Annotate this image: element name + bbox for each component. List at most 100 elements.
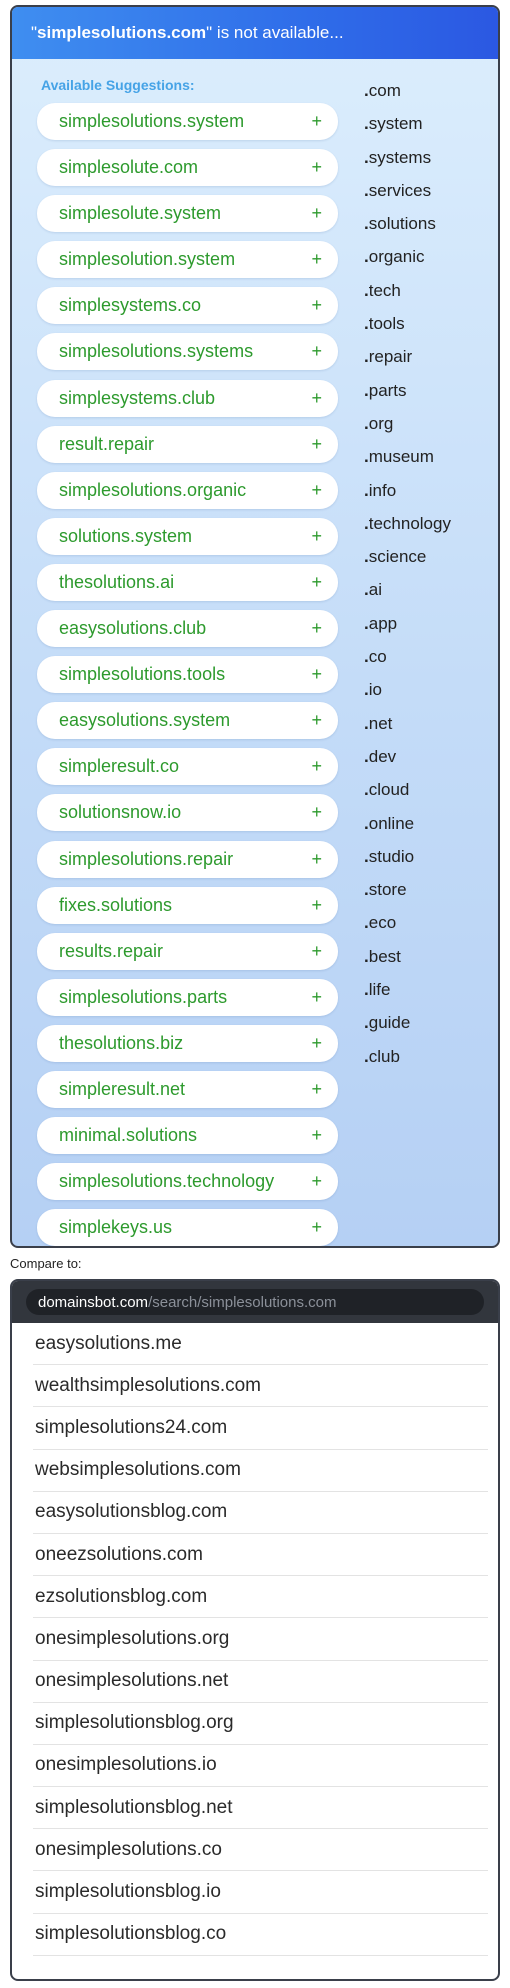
- add-plus-icon[interactable]: +: [311, 664, 322, 685]
- suggestion-item[interactable]: simplesolutions.tools +: [37, 656, 338, 694]
- add-plus-icon[interactable]: +: [311, 1125, 322, 1146]
- tld-item[interactable]: .solutions: [364, 212, 494, 245]
- tld-item[interactable]: .organic: [364, 245, 494, 278]
- add-plus-icon[interactable]: +: [311, 1171, 322, 1192]
- suggestion-item[interactable]: simplesolute.com +: [37, 149, 338, 187]
- add-plus-icon[interactable]: +: [311, 848, 322, 869]
- tld-item[interactable]: .technology: [364, 512, 494, 545]
- tld-item[interactable]: .eco: [364, 911, 494, 944]
- add-plus-icon[interactable]: +: [311, 157, 322, 178]
- suggestion-item[interactable]: simplesolutions.repair +: [37, 840, 338, 878]
- suggestion-item[interactable]: results.repair +: [37, 932, 338, 970]
- add-plus-icon[interactable]: +: [311, 249, 322, 270]
- suggestion-item[interactable]: simpleresult.co +: [37, 748, 338, 786]
- tld-item[interactable]: .app: [364, 612, 494, 645]
- add-plus-icon[interactable]: +: [311, 894, 322, 915]
- add-plus-icon[interactable]: +: [311, 802, 322, 823]
- suggestion-item[interactable]: simplesolutions.organic +: [37, 471, 338, 509]
- suggestion-item[interactable]: simpleresult.net +: [37, 1070, 338, 1108]
- compare-result-item[interactable]: simplesolutionsblog.org: [33, 1703, 488, 1745]
- compare-result-item[interactable]: simplesolutionsblog.net: [33, 1787, 488, 1830]
- tld-item[interactable]: .museum: [364, 445, 494, 478]
- compare-result-item[interactable]: wealthsimplesolutions.com: [33, 1365, 488, 1408]
- suggestion-item[interactable]: easysolutions.system +: [37, 702, 338, 740]
- compare-result-item[interactable]: websimplesolutions.com: [33, 1450, 488, 1492]
- tld-item[interactable]: .online: [364, 812, 494, 845]
- suggestion-item[interactable]: simplesolutions.system +: [37, 103, 338, 140]
- suggestion-item[interactable]: simplesystems.club +: [37, 379, 338, 417]
- compare-result-item[interactable]: oneezsolutions.com: [33, 1534, 488, 1577]
- compare-result-item[interactable]: onesimplesolutions.net: [33, 1661, 488, 1703]
- add-plus-icon[interactable]: +: [311, 387, 322, 408]
- compare-result-item[interactable]: simplesolutions24.com: [33, 1407, 488, 1450]
- suggestion-item[interactable]: result.repair +: [37, 425, 338, 463]
- tld-item[interactable]: .best: [364, 945, 494, 978]
- compare-result-item[interactable]: onesimplesolutions.io: [33, 1745, 488, 1788]
- tld-item[interactable]: .studio: [364, 845, 494, 878]
- add-plus-icon[interactable]: +: [311, 1217, 322, 1238]
- suggestion-item[interactable]: simplesolutions.systems +: [37, 333, 338, 371]
- add-plus-icon[interactable]: +: [311, 295, 322, 316]
- tld-item[interactable]: .guide: [364, 1011, 494, 1044]
- tld-item[interactable]: .info: [364, 479, 494, 512]
- tld-item[interactable]: .ai: [364, 578, 494, 611]
- tld-item[interactable]: .store: [364, 878, 494, 911]
- add-plus-icon[interactable]: +: [311, 618, 322, 639]
- suggestion-item[interactable]: easysolutions.club +: [37, 610, 338, 648]
- tld-label: parts: [368, 380, 407, 400]
- add-plus-icon[interactable]: +: [311, 986, 322, 1007]
- suggestion-item[interactable]: simplesolute.system +: [37, 195, 338, 233]
- suggestion-item[interactable]: simplekeys.us +: [37, 1209, 338, 1246]
- suggestion-domain: thesolutions.biz: [59, 1032, 184, 1053]
- add-plus-icon[interactable]: +: [311, 525, 322, 546]
- tld-item[interactable]: .tools: [364, 312, 494, 345]
- tld-item[interactable]: .org: [364, 412, 494, 445]
- tld-item[interactable]: .net: [364, 712, 494, 745]
- compare-result-item[interactable]: easysolutions.me: [33, 1323, 488, 1366]
- tld-item[interactable]: .com: [364, 79, 494, 112]
- add-plus-icon[interactable]: +: [311, 1078, 322, 1099]
- tld-item[interactable]: .cloud: [364, 778, 494, 811]
- add-plus-icon[interactable]: +: [311, 111, 322, 131]
- compare-result-item[interactable]: onesimplesolutions.org: [33, 1618, 488, 1661]
- add-plus-icon[interactable]: +: [311, 341, 322, 362]
- add-plus-icon[interactable]: +: [311, 571, 322, 592]
- add-plus-icon[interactable]: +: [311, 940, 322, 961]
- suggestion-item[interactable]: simplesolution.system +: [37, 241, 338, 279]
- add-plus-icon[interactable]: +: [311, 1032, 322, 1053]
- url-bar[interactable]: domainsbot.com/search/simplesolutions.co…: [26, 1289, 484, 1315]
- tld-item[interactable]: .io: [364, 678, 494, 711]
- suggestion-domain: simplesystems.club: [59, 387, 216, 408]
- tld-item[interactable]: .co: [364, 645, 494, 678]
- tld-dot: .: [364, 647, 369, 667]
- suggestion-item[interactable]: solutionsnow.io +: [37, 794, 338, 832]
- tld-item[interactable]: .systems: [364, 146, 494, 179]
- suggestion-item[interactable]: simplesolutions.technology +: [37, 1163, 338, 1201]
- add-plus-icon[interactable]: +: [311, 479, 322, 500]
- compare-result-item[interactable]: onesimplesolutions.co: [33, 1829, 488, 1872]
- add-plus-icon[interactable]: +: [311, 203, 322, 224]
- add-plus-icon[interactable]: +: [311, 756, 322, 777]
- add-plus-icon[interactable]: +: [311, 433, 322, 454]
- tld-item[interactable]: .system: [364, 112, 494, 145]
- add-plus-icon[interactable]: +: [311, 710, 322, 731]
- suggestion-item[interactable]: thesolutions.biz +: [37, 1024, 338, 1062]
- suggestion-item[interactable]: simplesolutions.parts +: [37, 978, 338, 1016]
- tld-item[interactable]: .life: [364, 978, 494, 1011]
- suggestion-item[interactable]: fixes.solutions +: [37, 886, 338, 924]
- suggestion-item[interactable]: solutions.system +: [37, 517, 338, 555]
- tld-item[interactable]: .science: [364, 545, 494, 578]
- tld-item[interactable]: .club: [364, 1045, 494, 1078]
- tld-item[interactable]: .parts: [364, 379, 494, 412]
- tld-item[interactable]: .tech: [364, 279, 494, 312]
- compare-result-item[interactable]: simplesolutionsblog.co: [33, 1914, 488, 1956]
- compare-result-item[interactable]: easysolutionsblog.com: [33, 1492, 488, 1534]
- suggestion-item[interactable]: simplesystems.co +: [37, 287, 338, 325]
- suggestion-item[interactable]: minimal.solutions +: [37, 1117, 338, 1155]
- compare-result-item[interactable]: simplesolutionsblog.io: [33, 1871, 488, 1914]
- suggestion-item[interactable]: thesolutions.ai +: [37, 563, 338, 601]
- tld-item[interactable]: .services: [364, 179, 494, 212]
- tld-item[interactable]: .dev: [364, 745, 494, 778]
- tld-item[interactable]: .repair: [364, 345, 494, 378]
- compare-result-item[interactable]: ezsolutionsblog.com: [33, 1576, 488, 1619]
